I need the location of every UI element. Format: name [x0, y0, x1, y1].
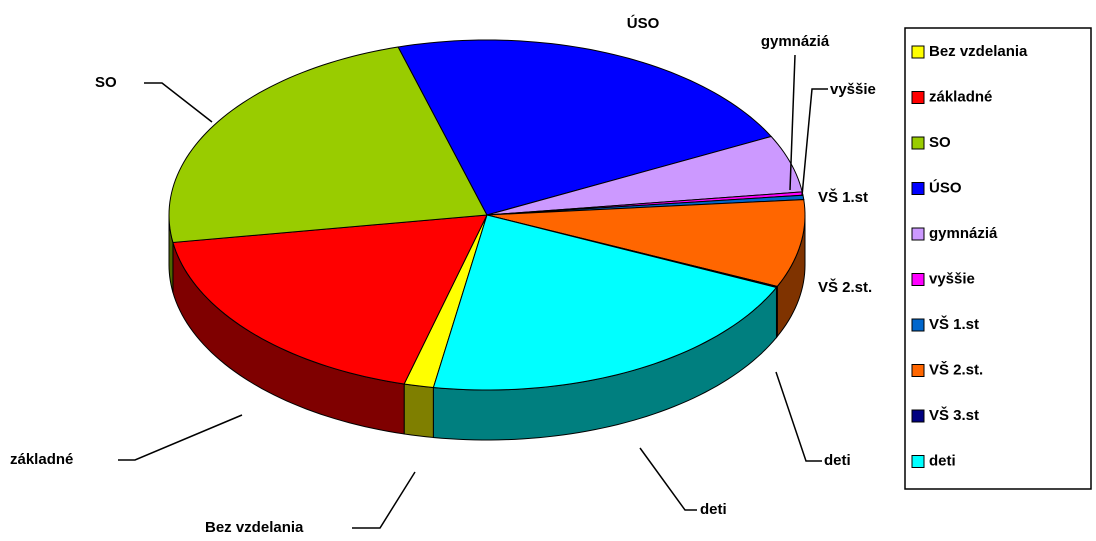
- legend-label: vyššie: [929, 270, 975, 287]
- legend-label: Bez vzdelania: [929, 43, 1028, 60]
- leader-line: [801, 88, 828, 197]
- legend-swatch: [911, 273, 925, 286]
- slice: [432, 214, 778, 391]
- slice: [486, 199, 806, 288]
- legend-swatch: [911, 182, 925, 195]
- legend-swatch: [911, 136, 925, 150]
- slice-label: deti: [824, 452, 851, 469]
- legend: Bez vzdelania základné SO ÚSO gymnáziá vyššie…: [911, 43, 1028, 469]
- legend-swatch: [911, 91, 925, 104]
- leader-line: [639, 447, 697, 511]
- legend-label: základné: [929, 88, 992, 105]
- legend-label: gymnáziá: [929, 225, 998, 242]
- leader-line: [352, 471, 416, 529]
- legend-label: VŠ 1.st: [929, 315, 979, 333]
- legend-swatch: [911, 318, 925, 332]
- pie-tops: [168, 39, 806, 391]
- leader-line: [144, 82, 213, 123]
- slice-label: VŠ 1.st: [818, 188, 868, 206]
- legend-swatch: [911, 45, 925, 59]
- legend-swatch: [911, 409, 925, 423]
- leader-line: [118, 414, 243, 461]
- legend-label: VŠ 3.st: [929, 406, 979, 424]
- slice-label: gymnáziá: [761, 33, 830, 50]
- slice-label: deti: [700, 501, 727, 518]
- legend-label: ÚSO: [929, 178, 962, 196]
- slice: [172, 214, 488, 385]
- slice: [168, 46, 488, 243]
- slice-label: Bez vzdelania: [205, 519, 304, 536]
- legend-swatch: [911, 455, 925, 468]
- slice-labels: ÚSO gymnáziá vyššie VŠ 1.st VŠ 2.st. det…: [10, 14, 876, 536]
- legend-label: VŠ 2.st.: [929, 360, 983, 378]
- slice-label: základné: [10, 451, 73, 468]
- slice: [397, 39, 773, 216]
- legend-label: deti: [929, 452, 956, 469]
- slice-label: SO: [95, 74, 117, 91]
- slice-label: vyššie: [830, 81, 876, 98]
- slice-label: VŠ 2.st.: [818, 278, 872, 296]
- leader-line: [789, 54, 796, 191]
- legend-swatch: [911, 364, 925, 377]
- leader-line: [775, 371, 822, 462]
- slice-label: ÚSO: [627, 14, 660, 32]
- slice-side: [403, 383, 434, 439]
- legend-box: [904, 27, 1092, 490]
- legend-label: SO: [929, 134, 951, 151]
- legend-swatch: [911, 227, 925, 241]
